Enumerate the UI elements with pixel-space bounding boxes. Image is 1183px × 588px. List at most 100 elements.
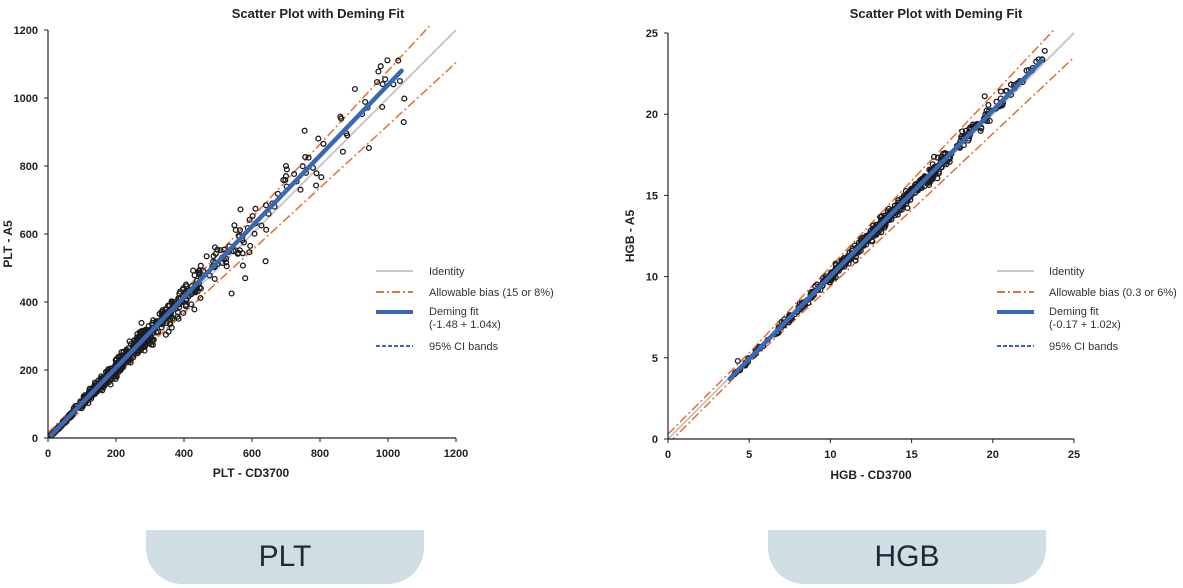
- data-point: [379, 103, 386, 111]
- hgb-tab-label: HGB: [874, 540, 940, 573]
- data-point: [301, 127, 308, 134]
- data-point: [962, 127, 969, 134]
- data-point: [935, 170, 942, 177]
- plt-tick-labels: 0 200 400 600 800 1000 1200 0 200 400 600 800 1000 12…: [14, 25, 469, 460]
- y-tick-label: 200: [20, 365, 38, 377]
- data-point: [228, 290, 235, 297]
- data-point: [239, 262, 246, 269]
- data-point: [297, 186, 304, 193]
- hgb-x-axis-title: HGB - CD3700: [830, 468, 912, 482]
- data-point: [384, 57, 391, 64]
- data-point: [930, 153, 938, 160]
- data-point: [149, 341, 156, 348]
- data-point: [318, 174, 325, 181]
- data-point: [959, 128, 966, 135]
- data-point: [985, 101, 992, 109]
- data-point: [283, 166, 290, 173]
- y-tick-label: 25: [646, 28, 658, 40]
- legend-deming-equation: (-0.17 + 1.02x): [1049, 319, 1121, 331]
- data-point: [943, 161, 950, 168]
- ci-band-lower: [50, 71, 403, 438]
- data-point: [375, 68, 382, 75]
- hgb-legend: Identity Allowable bias (0.3 or 6%) Demi…: [997, 266, 1177, 353]
- bias-band-upper: [668, 29, 1056, 435]
- plt-tab-label: PLT: [258, 540, 312, 573]
- data-point: [320, 140, 327, 147]
- hgb-tick-labels: 0 5 10 15 20 25 0 5 10 15 20 25: [646, 28, 1080, 461]
- data-point: [305, 154, 312, 161]
- y-tick-label: 0: [32, 433, 38, 445]
- y-tick-label: 1200: [14, 25, 38, 37]
- data-point: [133, 337, 140, 344]
- data-point: [299, 163, 306, 170]
- y-tick-label: 800: [20, 161, 38, 173]
- legend-deming-equation: (-1.48 + 1.04x): [429, 319, 501, 331]
- data-point: [235, 249, 242, 256]
- data-point: [282, 177, 289, 184]
- data-point: [162, 306, 169, 313]
- data-point: [155, 328, 162, 335]
- ci-band-lower: [729, 61, 1042, 381]
- plot-content: [668, 29, 1075, 439]
- data-point: [197, 262, 204, 269]
- data-point: [313, 182, 320, 189]
- plt-chart-title: Scatter Plot with Deming Fit: [232, 6, 405, 21]
- data-point: [175, 315, 182, 322]
- data-point: [242, 275, 249, 282]
- hgb-chart-title: Scatter Plot with Deming Fit: [850, 6, 1023, 21]
- data-point: [997, 88, 1004, 95]
- data-point: [832, 260, 839, 267]
- data-point: [251, 230, 258, 237]
- x-tick-label: 0: [45, 448, 51, 460]
- data-point: [237, 206, 244, 213]
- data-point: [852, 257, 859, 264]
- data-point: [200, 267, 207, 274]
- plt-legend: Identity Allowable bias (15 or 8%) Demin…: [376, 266, 554, 353]
- y-tick-label: 15: [646, 190, 658, 202]
- hgb-tab[interactable]: HGB: [768, 530, 1046, 584]
- data-point: [263, 226, 270, 233]
- deming-fit-line: [49, 68, 404, 438]
- bias-band-lower: [671, 56, 1075, 439]
- x-tick-label: 400: [175, 448, 193, 460]
- data-point: [941, 149, 949, 157]
- data-point: [236, 227, 244, 234]
- data-point: [196, 284, 203, 291]
- data-point: [894, 211, 901, 218]
- data-point: [217, 247, 224, 254]
- y-tick-label: 400: [20, 297, 38, 309]
- data-point: [291, 170, 298, 178]
- data-point: [249, 212, 256, 220]
- data-point: [174, 309, 181, 316]
- data-point: [141, 342, 148, 349]
- x-tick-label: 1000: [376, 448, 400, 460]
- data-point: [247, 242, 254, 249]
- y-tick-label: 5: [652, 353, 658, 365]
- x-tick-label: 15: [905, 449, 917, 461]
- y-tick-label: 0: [652, 434, 658, 446]
- data-point: [337, 113, 344, 120]
- x-tick-label: 0: [665, 449, 671, 461]
- data-point: [351, 85, 358, 93]
- data-point: [182, 303, 189, 310]
- data-point: [223, 263, 230, 270]
- data-point: [302, 154, 309, 161]
- data-point: [231, 222, 238, 229]
- data-point: [125, 345, 132, 352]
- data-point: [396, 77, 403, 85]
- data-point: [246, 249, 253, 256]
- data-point: [169, 315, 176, 322]
- x-tick-label: 25: [1068, 449, 1080, 461]
- data-point: [203, 253, 210, 260]
- data-point: [400, 119, 407, 126]
- data-point: [362, 98, 369, 105]
- data-point: [210, 253, 217, 260]
- y-tick-label: 20: [646, 109, 658, 121]
- data-point: [401, 95, 408, 102]
- ci-band-upper: [729, 58, 1042, 378]
- data-point: [223, 259, 230, 266]
- data-point: [395, 57, 402, 64]
- plt-x-axis-title: PLT - CD3700: [213, 466, 290, 480]
- plt-tab[interactable]: PLT: [146, 530, 424, 584]
